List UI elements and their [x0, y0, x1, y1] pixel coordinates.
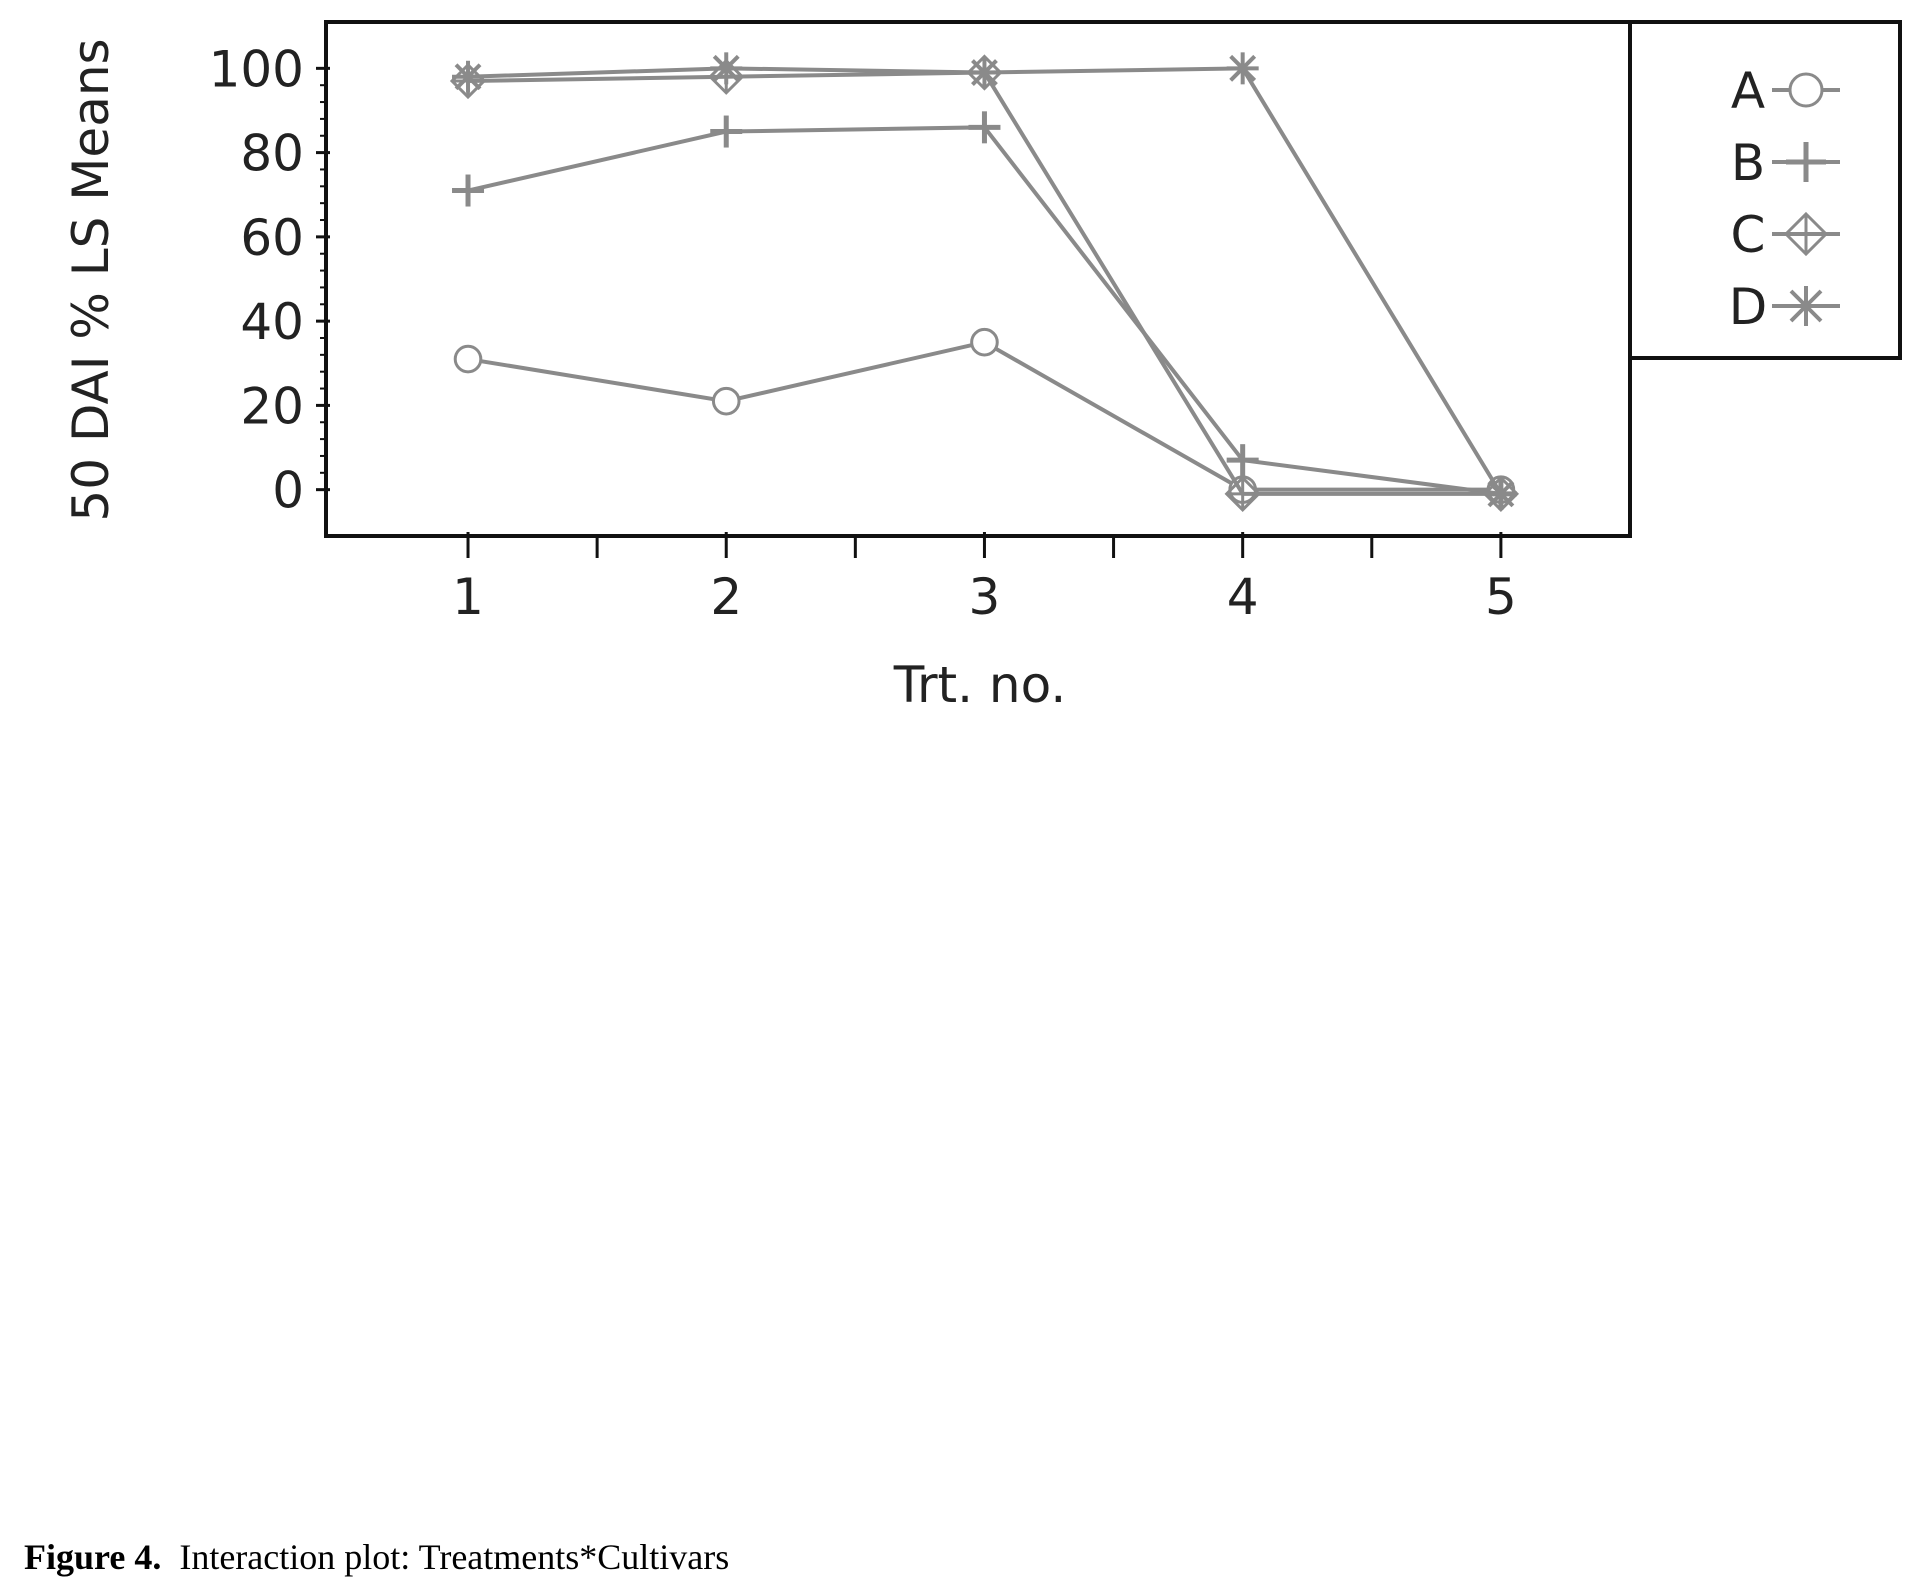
legend-label: C	[1731, 206, 1766, 264]
x-tick-label: 5	[1485, 568, 1517, 626]
point-marker	[1788, 72, 1824, 108]
point-marker	[1786, 142, 1826, 182]
figure-caption-text: Interaction plot: Treatments*Cultivars	[179, 1537, 730, 1577]
x-tick-label: 2	[710, 568, 742, 626]
point-marker	[1783, 211, 1829, 257]
y-tick-label: 100	[209, 40, 304, 98]
point-marker	[710, 115, 743, 148]
point-marker	[1226, 444, 1259, 477]
point-marker	[1224, 475, 1261, 512]
point-marker	[970, 327, 999, 357]
point-marker	[452, 60, 485, 93]
figure-label: Figure 4.	[24, 1537, 162, 1577]
figure-caption: Figure 4. Interaction plot: Treatments*C…	[24, 1536, 729, 1578]
x-tick-label: 1	[452, 568, 484, 626]
point-marker	[968, 111, 1001, 144]
legend-item-C: C	[1731, 206, 1840, 264]
y-tick-label: 60	[240, 209, 304, 267]
y-tick-label: 40	[240, 293, 304, 351]
point-marker	[968, 56, 1001, 89]
series-D	[452, 52, 1517, 510]
point-marker	[1786, 286, 1826, 326]
plot-frame	[324, 20, 1632, 538]
axis-ticks	[316, 66, 1503, 558]
y-tick-label: 80	[240, 125, 304, 183]
point-marker	[711, 386, 741, 416]
series-line	[467, 340, 1501, 492]
y-tick-label: 0	[272, 462, 304, 520]
legend-box	[1628, 20, 1902, 360]
point-marker	[453, 344, 483, 374]
point-marker	[1484, 477, 1517, 510]
point-marker	[710, 52, 743, 85]
x-tick-labels: 1 2 3 4 5	[452, 568, 1517, 626]
legend-item-A: A	[1731, 62, 1840, 120]
legend-item-D: D	[1729, 278, 1840, 336]
series-line	[467, 125, 1502, 496]
legend-label: A	[1731, 62, 1765, 120]
legend-item-B: B	[1731, 134, 1840, 192]
x-tick-label: 3	[969, 568, 1001, 626]
y-tick-labels: 0 20 40 60 80 100	[209, 40, 304, 519]
point-marker	[1226, 52, 1259, 85]
point-marker	[452, 174, 485, 207]
x-axis-title: Trt. no.	[893, 656, 1066, 714]
series-B	[452, 111, 1517, 510]
series-layer	[449, 52, 1520, 512]
legend-label: D	[1729, 278, 1768, 336]
y-axis-title: 50 DAI % LS Means	[62, 38, 120, 521]
y-tick-label: 20	[240, 377, 304, 435]
legend-label: B	[1731, 134, 1765, 192]
x-tick-label: 4	[1227, 568, 1259, 626]
